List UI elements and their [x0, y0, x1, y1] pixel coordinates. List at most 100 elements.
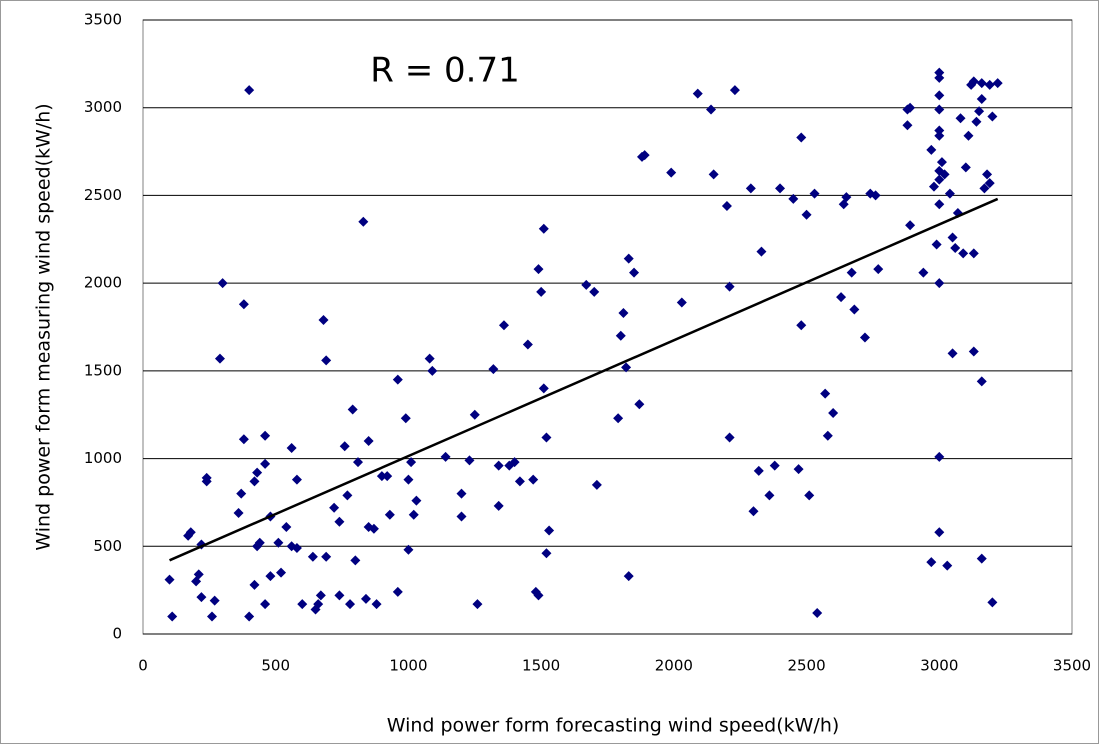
data-point — [934, 278, 945, 289]
data-point — [934, 527, 945, 538]
data-point — [321, 551, 332, 562]
data-point — [934, 104, 945, 115]
data-point — [400, 413, 411, 424]
data-point — [745, 183, 756, 194]
data-point — [971, 116, 982, 127]
data-point — [329, 502, 340, 513]
data-point — [974, 106, 985, 117]
data-point — [244, 611, 255, 622]
data-point — [708, 169, 719, 180]
data-point — [424, 353, 435, 364]
data-point — [934, 130, 945, 141]
data-point — [265, 571, 276, 582]
y-tick-label: 3000 — [84, 98, 122, 116]
data-point — [514, 476, 525, 487]
data-point — [934, 125, 945, 136]
data-point — [236, 488, 247, 499]
data-point — [724, 432, 735, 443]
data-point — [260, 599, 271, 610]
data-point — [615, 330, 626, 341]
data-point — [968, 76, 979, 87]
x-tick-label: 3500 — [1053, 657, 1091, 675]
data-point — [666, 167, 677, 178]
data-point — [201, 472, 212, 483]
data-point — [905, 102, 916, 113]
data-point — [934, 174, 945, 185]
data-point — [591, 479, 602, 490]
data-point — [472, 599, 483, 610]
data-point — [350, 555, 361, 566]
data-point — [748, 506, 759, 517]
data-point — [392, 586, 403, 597]
data-point — [193, 569, 204, 580]
data-point — [345, 599, 356, 610]
data-point — [456, 511, 467, 522]
data-point — [976, 376, 987, 387]
x-tick-label: 0 — [138, 657, 148, 675]
data-point — [849, 304, 860, 315]
data-point — [238, 299, 249, 310]
data-point — [196, 592, 207, 603]
data-point — [238, 434, 249, 445]
data-point — [318, 314, 329, 325]
data-point — [207, 611, 218, 622]
data-point — [209, 595, 220, 606]
data-point — [721, 200, 732, 211]
data-point — [905, 220, 916, 231]
data-point — [729, 85, 740, 96]
y-tick-label: 1000 — [84, 449, 122, 467]
x-tick-label: 2500 — [787, 657, 825, 675]
data-point — [533, 264, 544, 275]
data-point — [334, 516, 345, 527]
data-point — [984, 178, 995, 189]
data-point — [384, 509, 395, 520]
data-point — [281, 521, 292, 532]
data-point — [427, 365, 438, 376]
data-point — [944, 188, 955, 199]
data-point — [408, 509, 419, 520]
x-tick-label: 1000 — [389, 657, 427, 675]
data-point — [613, 413, 624, 424]
data-point — [796, 320, 807, 331]
data-point — [931, 239, 942, 250]
data-point — [363, 436, 374, 447]
data-point — [528, 474, 539, 485]
data-point — [870, 190, 881, 201]
data-point — [214, 353, 225, 364]
data-point — [621, 362, 632, 373]
y-axis-title: Wind power form measuring wind speed(kW/… — [33, 103, 55, 550]
data-point — [313, 599, 324, 610]
data-point — [469, 409, 480, 420]
data-point — [639, 150, 650, 161]
y-tick-label: 2000 — [84, 274, 122, 292]
data-point — [260, 430, 271, 441]
data-point — [185, 527, 196, 538]
data-point — [775, 183, 786, 194]
x-axis-title: Wind power form forecasting wind speed(k… — [387, 715, 840, 737]
data-point — [984, 79, 995, 90]
data-point — [334, 590, 345, 601]
data-point — [902, 120, 913, 131]
data-point — [804, 490, 815, 501]
data-point — [928, 181, 939, 192]
data-point — [692, 88, 703, 99]
data-point — [368, 523, 379, 534]
data-point — [342, 490, 353, 501]
data-point — [926, 144, 937, 155]
data-point — [623, 253, 634, 264]
data-point — [809, 188, 820, 199]
data-point — [249, 579, 260, 590]
trend-line — [169, 197, 999, 562]
data-point — [976, 78, 987, 89]
data-point — [942, 560, 953, 571]
data-point — [623, 571, 634, 582]
data-point — [411, 495, 422, 506]
data-point — [541, 432, 552, 443]
data-point — [456, 488, 467, 499]
data-point — [859, 332, 870, 343]
data-point — [926, 557, 937, 568]
data-point — [509, 457, 520, 468]
data-point — [676, 297, 687, 308]
data-point — [841, 192, 852, 203]
